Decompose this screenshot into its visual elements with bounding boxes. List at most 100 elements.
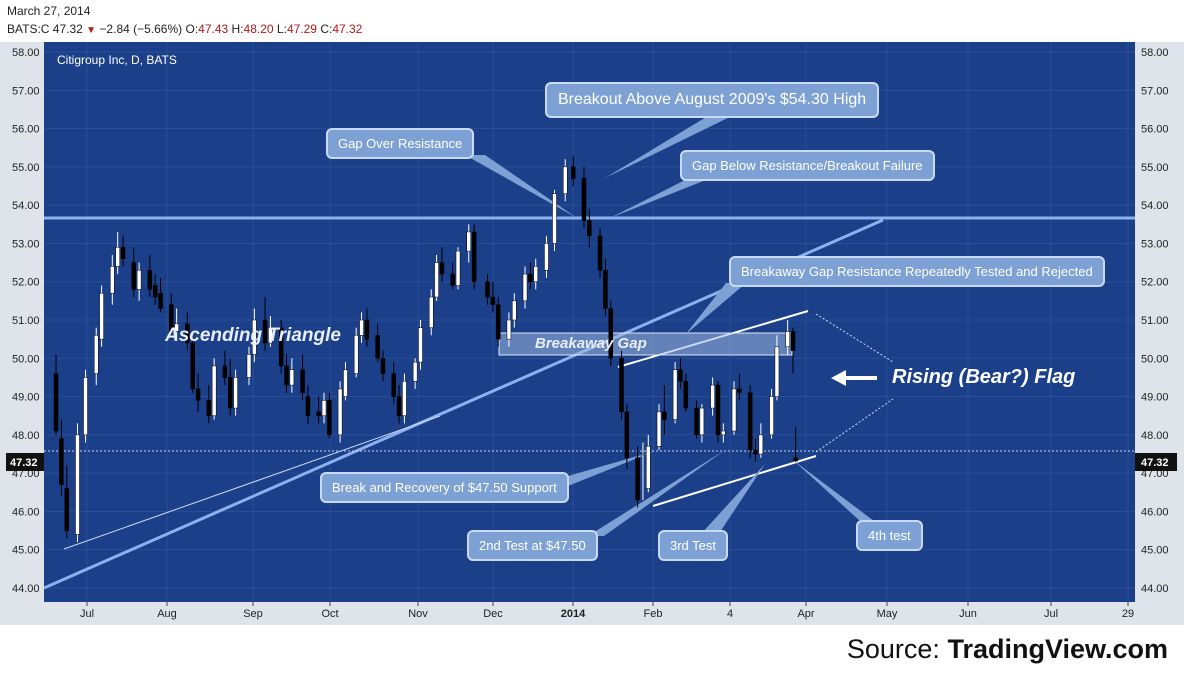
y-tick-right: 48.00 <box>1141 430 1169 442</box>
candle <box>337 381 343 443</box>
y-tick-right: 54.00 <box>1141 200 1169 212</box>
candle <box>753 438 758 462</box>
candle <box>571 155 576 186</box>
y-tick-right: 49.00 <box>1141 392 1169 404</box>
last-price-tag-right-text: 47.32 <box>1141 457 1169 469</box>
candle-body <box>300 369 305 393</box>
candle-body <box>195 388 201 401</box>
x-tick-label: Jul <box>80 608 94 620</box>
candle-body <box>327 400 332 436</box>
candle-body <box>562 166 568 194</box>
y-tick-left: 45.00 <box>12 545 40 557</box>
last-price-tag-left-text: 47.32 <box>10 457 38 469</box>
source-prefix: Source: <box>846 634 948 664</box>
candle-body <box>528 273 533 282</box>
candle <box>619 350 624 420</box>
candle-body <box>278 327 284 367</box>
x-tick-label: Nov <box>408 608 428 620</box>
candle-body <box>158 292 163 309</box>
candle-body <box>321 400 327 416</box>
y-tick-left: 48.00 <box>12 430 40 442</box>
candle-body <box>268 327 273 344</box>
candle <box>158 277 163 313</box>
close-value: 47.32 <box>332 22 363 36</box>
candlestick-series <box>53 155 798 543</box>
candle-body <box>455 250 461 286</box>
candle-body <box>699 407 705 436</box>
candle-body <box>571 166 576 179</box>
candle <box>552 189 557 252</box>
candle <box>528 262 533 290</box>
candle <box>380 350 386 382</box>
callout-4th-test: 4th test <box>856 520 923 551</box>
last-price-tag-left <box>6 453 44 471</box>
candle-body <box>774 346 780 397</box>
candle <box>83 369 88 443</box>
candle <box>646 434 651 493</box>
candle <box>115 231 120 275</box>
candle <box>252 308 257 363</box>
right-price-axis <box>1135 42 1177 602</box>
y-tick-right: 57.00 <box>1141 85 1169 97</box>
candle <box>300 354 305 401</box>
candle <box>439 247 445 282</box>
candle-body <box>624 411 630 459</box>
candle-body <box>174 323 179 332</box>
open-value: 47.43 <box>198 22 229 36</box>
candle-body <box>683 381 689 409</box>
y-tick-right: 50.00 <box>1141 353 1169 365</box>
candle-body <box>412 361 418 382</box>
callout-breakout: Breakout Above August 2009's $54.30 High <box>545 82 880 118</box>
candle <box>678 358 683 389</box>
price-chart[interactable]: 44.00 44.00 45.00 45.00 46.00 46.00 47.00 47.00… <box>0 42 1184 625</box>
candle <box>683 373 689 412</box>
candle-body <box>672 369 678 420</box>
candle-body <box>64 488 70 531</box>
y-tick-right: 46.00 <box>1141 506 1169 518</box>
breakaway-gap-label: Breakaway Gap <box>535 335 647 352</box>
candle-body <box>793 457 798 462</box>
candle-body <box>316 411 321 416</box>
candle <box>375 323 380 363</box>
candle-body <box>169 304 174 332</box>
candle <box>359 312 364 343</box>
candle-body <box>375 335 380 359</box>
candle-body <box>353 335 359 374</box>
candle-body <box>83 377 88 436</box>
candle <box>428 289 434 336</box>
callout-3rd-test: 3rd Test <box>658 530 729 561</box>
candle <box>747 385 753 458</box>
y-tick-left: 56.00 <box>12 124 40 136</box>
flag-projection-upper <box>815 313 894 363</box>
callout-gap-below-resistance: Gap Below Resistance/Breakout Failure <box>680 150 935 181</box>
y-tick-right: 53.00 <box>1141 238 1169 250</box>
candle <box>391 362 396 405</box>
candle-body <box>603 269 608 309</box>
candle <box>597 228 603 278</box>
candle-body <box>597 235 603 271</box>
candle <box>485 274 490 305</box>
candle <box>284 354 289 393</box>
pointer-breakaway-resistance <box>685 283 746 335</box>
candle <box>672 362 678 424</box>
ascending-triangle-label: Ascending Triangle <box>165 325 341 346</box>
pointer-4th-test <box>793 460 874 521</box>
chart-title: Citigroup Inc, D, BATS <box>57 53 177 67</box>
candle-body <box>233 377 238 409</box>
candle-body <box>305 396 311 416</box>
x-tick-label: Aug <box>157 608 177 620</box>
candle-body <box>343 369 348 397</box>
flag-projection-lower <box>815 398 894 453</box>
candle <box>418 320 423 370</box>
candle <box>59 419 64 497</box>
candle-body <box>656 411 662 447</box>
callout-gap-over-resistance: Gap Over Resistance <box>326 128 475 159</box>
candle <box>305 385 311 424</box>
candle <box>512 293 517 328</box>
candle <box>353 327 359 378</box>
y-tick-left: 50.00 <box>12 353 40 365</box>
candle-body <box>396 396 402 416</box>
candle-body <box>75 434 80 535</box>
axis-ticks: 44.00 44.00 45.00 45.00 46.00 46.00 47.00 47.00… <box>12 47 1169 620</box>
x-tick-label: Apr <box>797 608 814 620</box>
